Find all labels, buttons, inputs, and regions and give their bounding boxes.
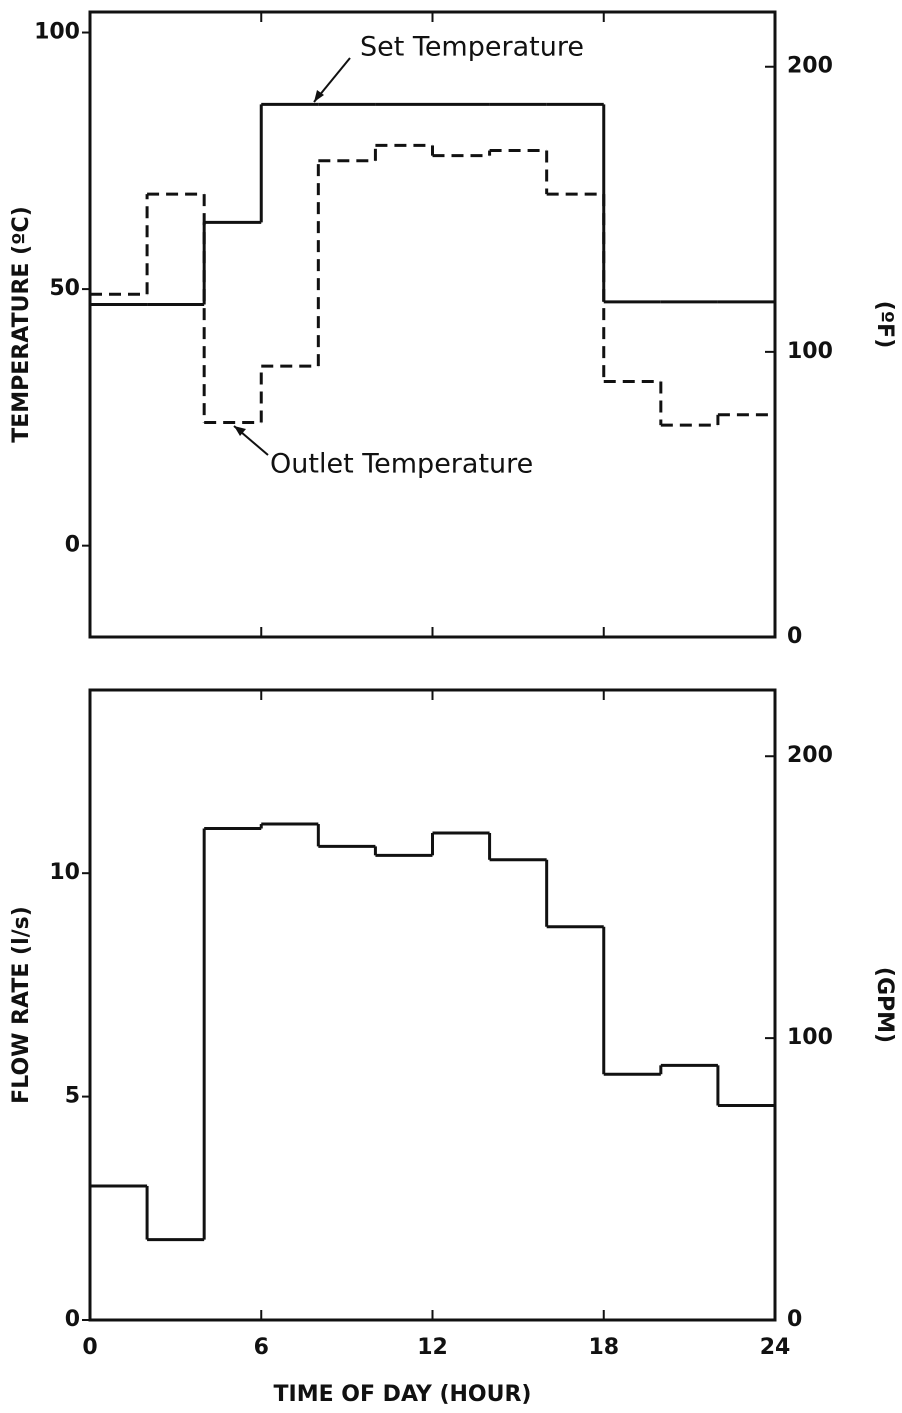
y2-tick-label: 100: [787, 1025, 833, 1050]
y-axis-label: TEMPERATURE (ºC): [9, 206, 34, 443]
x-axis-label: TIME OF DAY (HOUR): [274, 1382, 532, 1407]
y2-tick-label: 0: [787, 1307, 802, 1332]
x-tick-label: 0: [82, 1335, 97, 1360]
y-tick-label: 0: [65, 533, 80, 558]
y2-tick-label: 0: [787, 624, 802, 649]
y2-tick-label: 200: [787, 54, 833, 79]
y-axis-label: FLOW RATE (l/s): [9, 906, 34, 1104]
annotation: Outlet Temperature: [270, 449, 533, 480]
x-tick-label: 6: [254, 1335, 269, 1360]
arrow-head: [234, 426, 246, 436]
x-tick-label: 18: [588, 1335, 619, 1360]
y-tick-label: 5: [65, 1084, 80, 1109]
y2-tick-label: 200: [787, 743, 833, 768]
y-tick-label: 0: [65, 1307, 80, 1332]
plot-frame: [88, 688, 777, 1322]
y-tick-label: 10: [49, 860, 80, 885]
y-tick-label: 50: [49, 276, 80, 301]
y2-axis-label: (GPM): [872, 967, 897, 1043]
x-tick-label: 24: [760, 1335, 791, 1360]
y2-tick-label: 100: [787, 339, 833, 364]
y-tick-label: 100: [34, 20, 80, 45]
y2-axis-label: (ºF): [872, 301, 897, 349]
arrow-head: [314, 90, 324, 102]
annotation: Set Temperature: [360, 32, 584, 63]
x-tick-label: 12: [417, 1335, 448, 1360]
